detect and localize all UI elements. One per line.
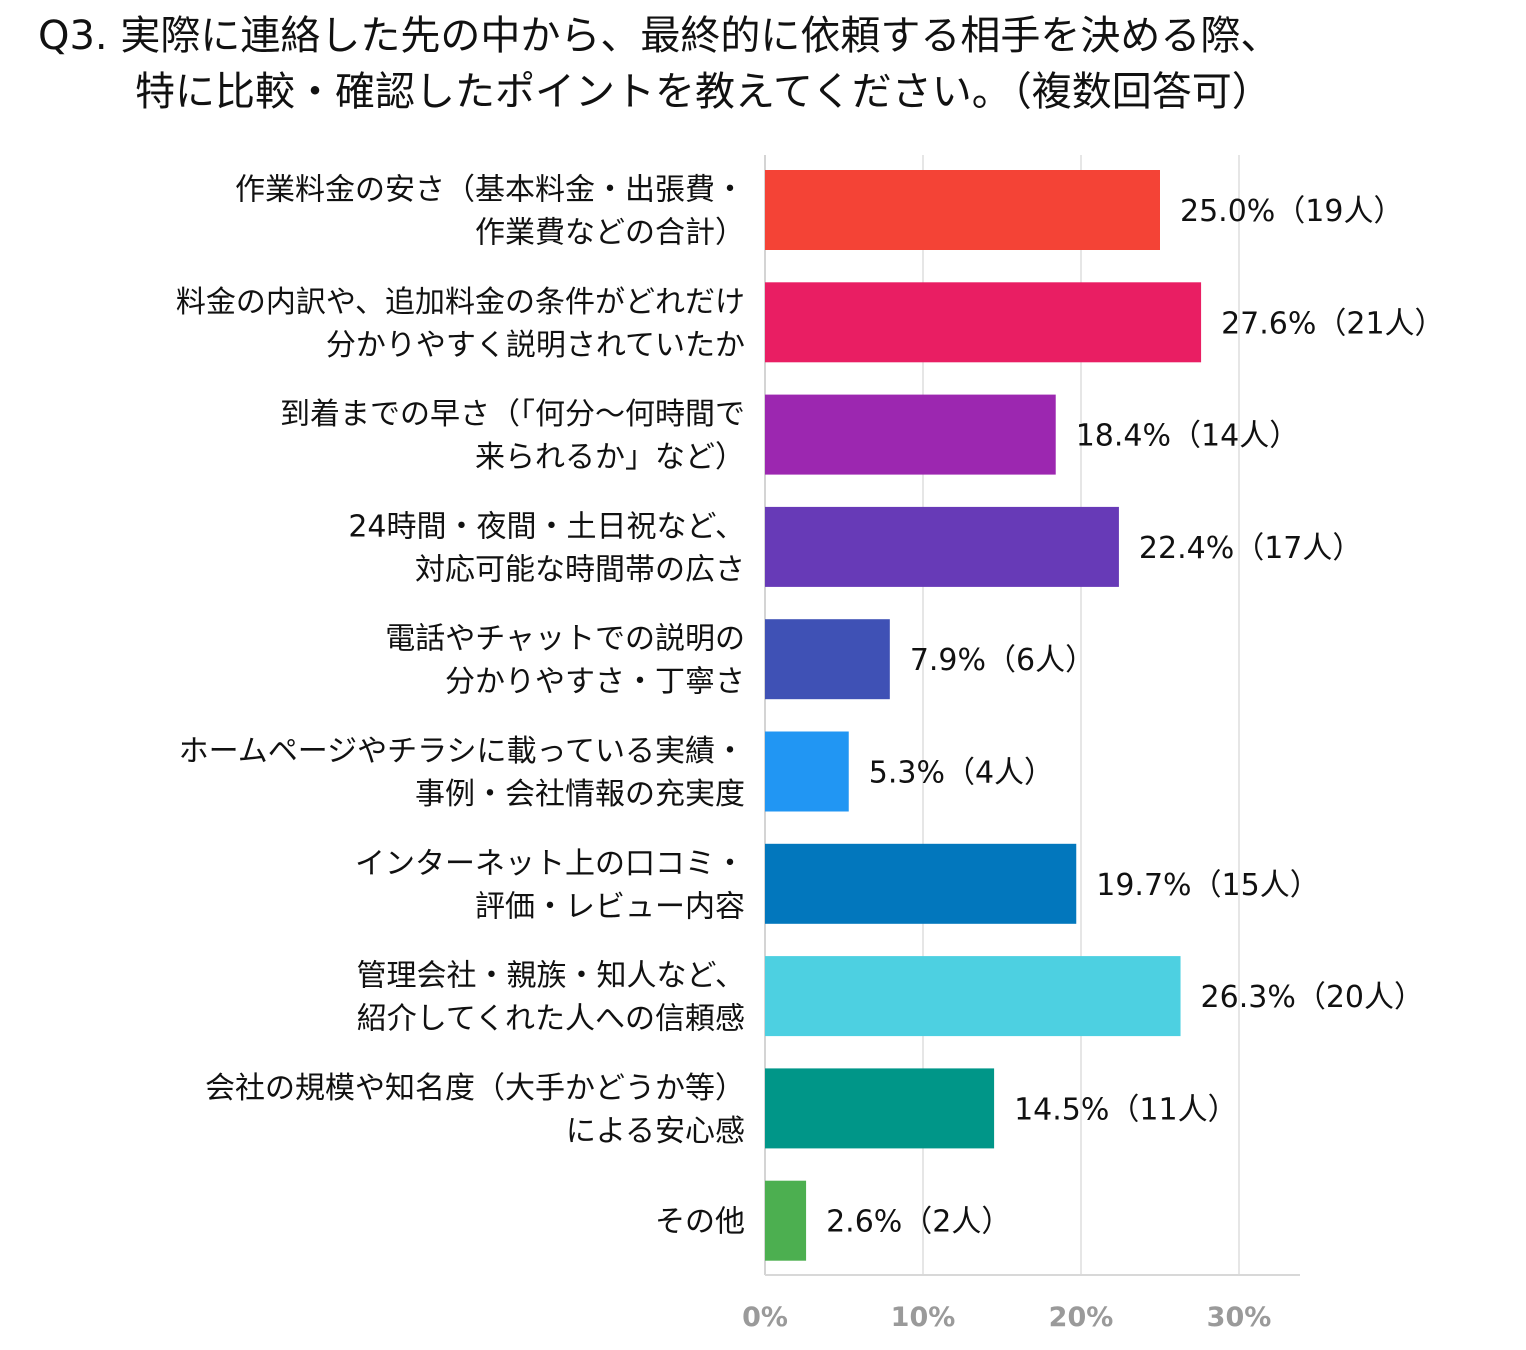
category-label-7-line-2: 評価・レビュー内容 (475, 889, 745, 924)
value-label-10: 2.6%（2人） (826, 1205, 1011, 1240)
value-label-1: 25.0%（19人） (1180, 194, 1403, 229)
category-label-1-line-2: 作業費などの合計） (475, 216, 745, 251)
bar-4 (765, 506, 1119, 587)
bar-2 (765, 282, 1202, 363)
value-label-5: 7.9%（6人） (910, 643, 1095, 678)
category-label-3-line-2: 来られるか」など） (475, 440, 745, 475)
bar-1 (765, 170, 1160, 250)
chart-title-line-1: Q3. 実際に連絡した先の中から、最終的に依頼する相手を決める際、 (38, 13, 1281, 59)
category-label-4-line-1: 24時間・夜間・土日祝など、 (348, 509, 745, 544)
value-label-2: 27.6%（21人） (1221, 306, 1444, 341)
x-tick-label-3: 30% (1207, 1302, 1272, 1333)
category-label-4-line-2: 対応可能な時間帯の広さ (415, 552, 745, 587)
category-label-7-line-1: インターネット上の口コミ・ (355, 846, 745, 881)
category-label-6-line-1: ホームページやチラシに載っている実績・ (179, 734, 745, 769)
bar-7 (765, 843, 1077, 924)
value-label-8: 26.3%（20人） (1201, 980, 1424, 1015)
category-label-9-line-2: による安心感 (566, 1114, 745, 1149)
category-label-9-line-1: 会社の規模や知名度（大手かどうか等） (205, 1071, 745, 1106)
value-label-4: 22.4%（17人） (1139, 531, 1362, 566)
bar-8 (765, 956, 1181, 1037)
category-label-8-line-1: 管理会社・親族・知人など、 (357, 959, 746, 994)
category-label-1-line-1: 作業料金の安さ（基本料金・出張費・ (235, 173, 745, 208)
bar-5 (765, 619, 890, 700)
value-label-3: 18.4%（14人） (1076, 419, 1299, 454)
category-label-10-line-1: その他 (655, 1205, 745, 1240)
value-label-9: 14.5%（11人） (1014, 1092, 1237, 1127)
category-label-8-line-2: 紹介してくれた人への信頼感 (357, 1002, 745, 1037)
x-tick-label-0: 0% (742, 1302, 788, 1333)
category-label-5-line-1: 電話やチャットでの説明の (385, 622, 745, 657)
chart-title-line-2: 特に比較・確認したポイントを教えてください。（複数回答可） (135, 69, 1272, 115)
bar-10 (765, 1180, 807, 1261)
x-tick-label-2: 20% (1049, 1302, 1114, 1333)
category-label-6-line-2: 事例・会社情報の充実度 (415, 777, 745, 812)
x-tick-label-1: 10% (891, 1302, 956, 1333)
category-label-3-line-1: 到着までの早さ（「何分〜何時間で (280, 397, 745, 432)
category-label-2-line-1: 料金の内訳や、追加料金の条件がどれだけ (176, 285, 745, 320)
bar-3 (765, 394, 1056, 475)
value-label-6: 5.3%（4人） (869, 756, 1054, 791)
value-label-7: 19.7%（15人） (1096, 868, 1319, 903)
bar-9 (765, 1068, 995, 1149)
category-label-2-line-2: 分かりやすく説明されていたか (326, 328, 745, 363)
bar-6 (765, 731, 849, 812)
category-label-5-line-2: 分かりやすさ・丁寧さ (445, 665, 745, 700)
